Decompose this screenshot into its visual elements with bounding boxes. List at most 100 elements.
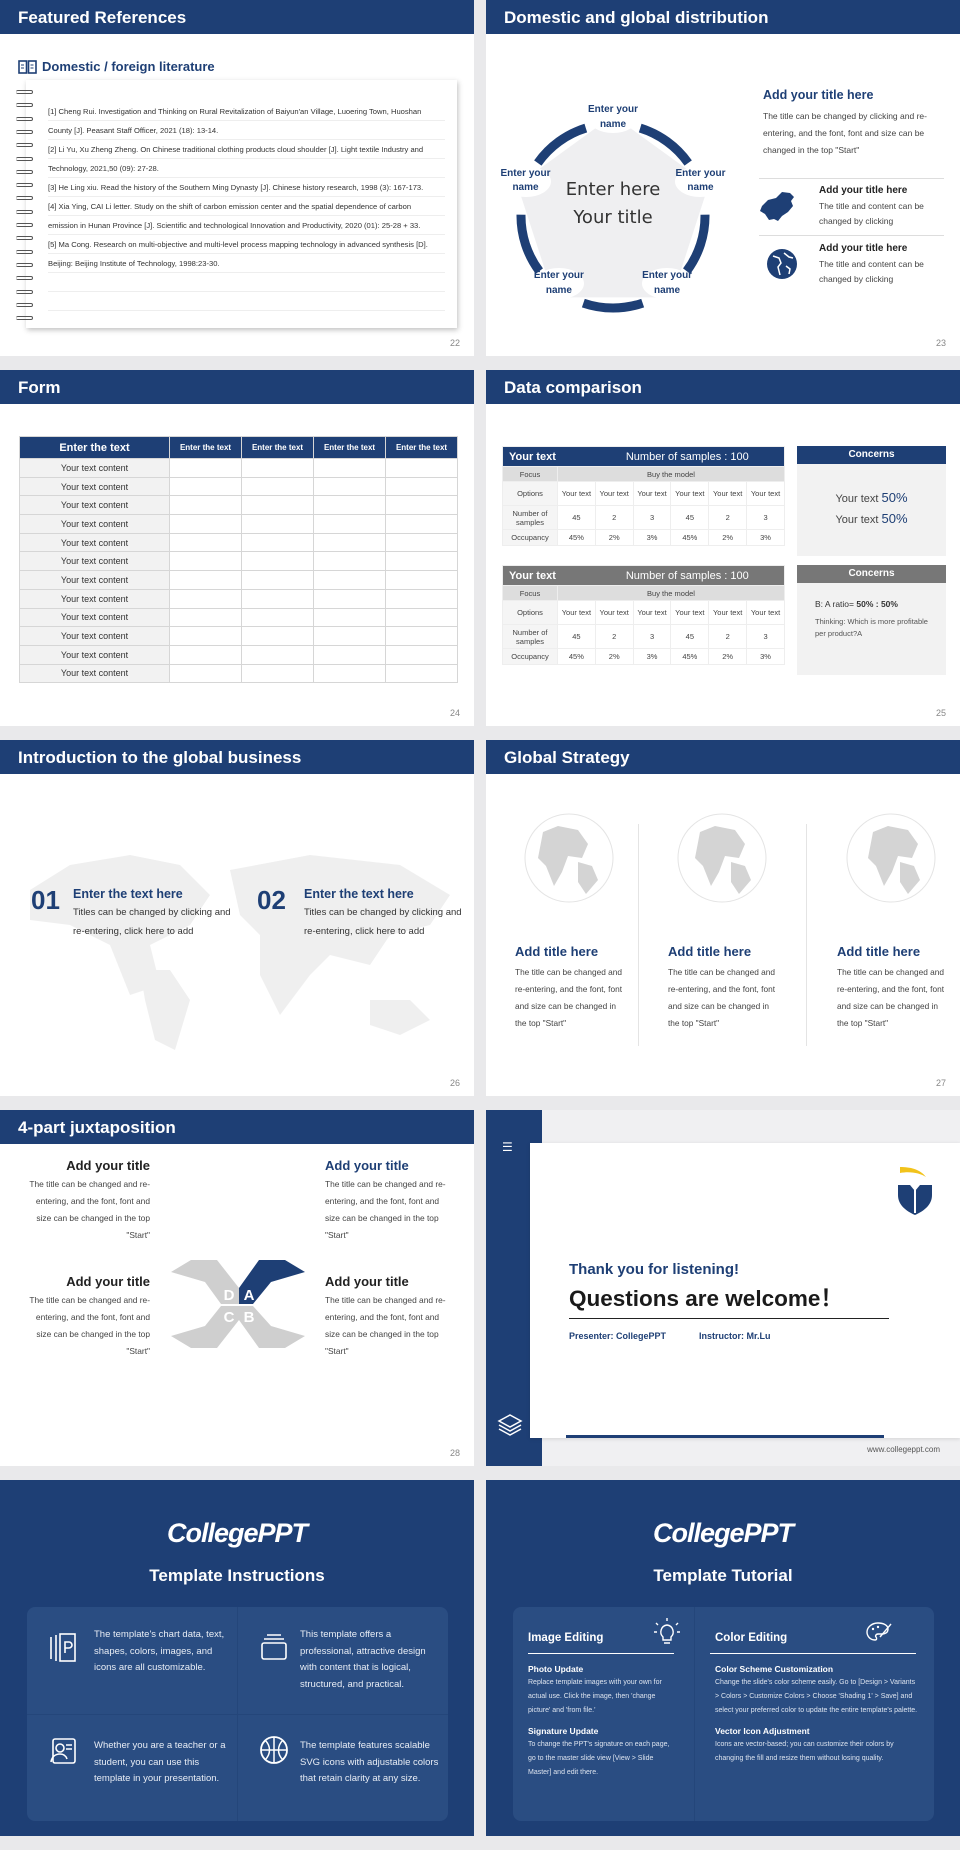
page-number: 22 [449, 338, 460, 348]
table-cell[interactable] [241, 663, 314, 684]
ratio-label: B: A ratio= [815, 599, 854, 609]
table-cell[interactable] [313, 476, 386, 497]
table-cell[interactable] [385, 532, 458, 553]
table-row: Number of samples 45 2 3 45 2 3 [502, 624, 785, 649]
table-cell: Your text [632, 481, 672, 506]
table-cell[interactable] [169, 476, 242, 497]
table-cell[interactable] [169, 570, 242, 590]
form-table: Enter the text Enter the text Enter the te… [19, 436, 458, 684]
table-cell[interactable] [169, 458, 242, 478]
table-cell[interactable] [385, 551, 458, 572]
slide-28[interactable]: 4-part juxtaposition Add your title The t… [0, 1110, 474, 1466]
table-cell[interactable] [385, 570, 458, 590]
table-cell[interactable] [241, 551, 314, 572]
table-cell[interactable] [385, 458, 458, 478]
table-cell[interactable] [313, 663, 386, 684]
slide-29[interactable]: ☰ Thank you for listening! Questions are… [486, 1110, 960, 1466]
table-cell[interactable] [313, 644, 386, 665]
tutorial-item-text: Replace template images with your own fo… [528, 1679, 662, 1714]
slide-27[interactable]: Global Strategy Add title here The title… [486, 740, 960, 1096]
table-cell[interactable] [169, 514, 242, 534]
reference-notebook: [1] Cheng Rui. Investigation and Thinkin… [16, 80, 457, 328]
row-label: Your text content [19, 570, 170, 590]
table-cell[interactable] [241, 532, 314, 553]
slide-23[interactable]: Domestic and global distribution Enter h… [486, 0, 960, 356]
table-cell[interactable] [241, 607, 314, 628]
slide-25[interactable]: Data comparison Your text Number of sampl… [486, 370, 960, 726]
table-cell[interactable] [313, 607, 386, 628]
instructions-card: The template's chart data, text, shapes,… [27, 1607, 448, 1821]
row-label: Your text content [19, 476, 170, 497]
table-row: Number of samples 45 2 3 45 2 3 [502, 505, 785, 530]
column-header: Enter the text [169, 436, 242, 459]
table-cell: 45% [670, 529, 710, 546]
slide-30[interactable]: CollegePPT Template Instructions The tem… [0, 1480, 474, 1836]
table-cell[interactable] [313, 532, 386, 553]
table-cell: 2% [594, 529, 634, 546]
table-cell: 3% [746, 529, 785, 546]
item-number: 02 [257, 885, 286, 915]
slide-24[interactable]: Form Enter the text Enter the text Enter t… [0, 370, 474, 726]
menu-icon[interactable]: ☰ [502, 1140, 513, 1154]
table-cell[interactable] [313, 458, 386, 478]
table-cell[interactable] [313, 588, 386, 609]
table-cell[interactable] [241, 570, 314, 590]
table-row: Your text content [19, 570, 458, 590]
table-cell: 3% [746, 648, 785, 665]
instruction-text: This template offers a professional, att… [300, 1629, 426, 1690]
table-cell[interactable] [169, 495, 242, 516]
slide-31[interactable]: CollegePPT Template Tutorial Image Editi… [486, 1480, 960, 1836]
table-cell[interactable] [241, 626, 314, 646]
table-cell[interactable] [241, 514, 314, 534]
table-cell[interactable] [169, 588, 242, 609]
world-map-image [30, 855, 450, 1050]
concern-label: Your text [835, 493, 879, 505]
table-cell[interactable] [241, 458, 314, 478]
table-cell[interactable] [385, 476, 458, 497]
table-row: Your text content [19, 626, 458, 646]
slide-22[interactable]: Featured References Domestic / foreign l… [0, 0, 474, 356]
table-cell[interactable] [313, 514, 386, 534]
table-cell[interactable] [385, 663, 458, 684]
table-cell[interactable] [241, 476, 314, 497]
table-cell[interactable] [313, 495, 386, 516]
binder-ring [16, 236, 33, 241]
table-cell[interactable] [385, 514, 458, 534]
website-url[interactable]: www.collegeppt.com [867, 1445, 940, 1454]
table-cell[interactable] [241, 588, 314, 609]
slide-26[interactable]: Introduction to the global business 01 E… [0, 740, 474, 1096]
table-cell[interactable] [169, 626, 242, 646]
table-cell[interactable] [313, 570, 386, 590]
instruction-text: The template features scalable SVG icons… [300, 1740, 439, 1784]
table-cell[interactable] [313, 551, 386, 572]
table-cell[interactable] [385, 495, 458, 516]
cycle-arc [638, 123, 692, 166]
concern-value: 50% [881, 511, 908, 526]
table-cell[interactable] [169, 551, 242, 572]
table-cell[interactable] [241, 644, 314, 665]
table-cell[interactable] [169, 644, 242, 665]
instructor: Instructor: Mr.Lu [699, 1331, 771, 1341]
main-text: The title can be changed by clicking and… [763, 111, 927, 155]
row-label: Your text content [19, 663, 170, 684]
row-label: Your text content [19, 458, 170, 478]
table-cell[interactable] [385, 588, 458, 609]
column-title: Add title here [515, 944, 599, 959]
table-cell[interactable] [241, 495, 314, 516]
x-quadrant-diagram: D A C B [171, 1260, 305, 1348]
item-text: Titles can be changed by clicking and re… [304, 907, 462, 937]
table-cell[interactable] [169, 532, 242, 553]
table-cell[interactable] [385, 626, 458, 646]
layers-icon [497, 1414, 523, 1436]
row-label: Occupancy [502, 529, 558, 546]
slide-title: Global Strategy [486, 740, 960, 774]
table-cell[interactable] [169, 607, 242, 628]
table-cell[interactable] [385, 644, 458, 665]
table-cell[interactable] [169, 663, 242, 684]
cycle-node-label: Enter your name [500, 165, 551, 197]
instruction-text: Whether you are a teacher or a student, … [94, 1740, 226, 1784]
instruction-text: The template's chart data, text, shapes,… [94, 1629, 225, 1673]
table-cell[interactable] [385, 607, 458, 628]
binder-ring [16, 262, 33, 267]
table-cell[interactable] [313, 626, 386, 646]
